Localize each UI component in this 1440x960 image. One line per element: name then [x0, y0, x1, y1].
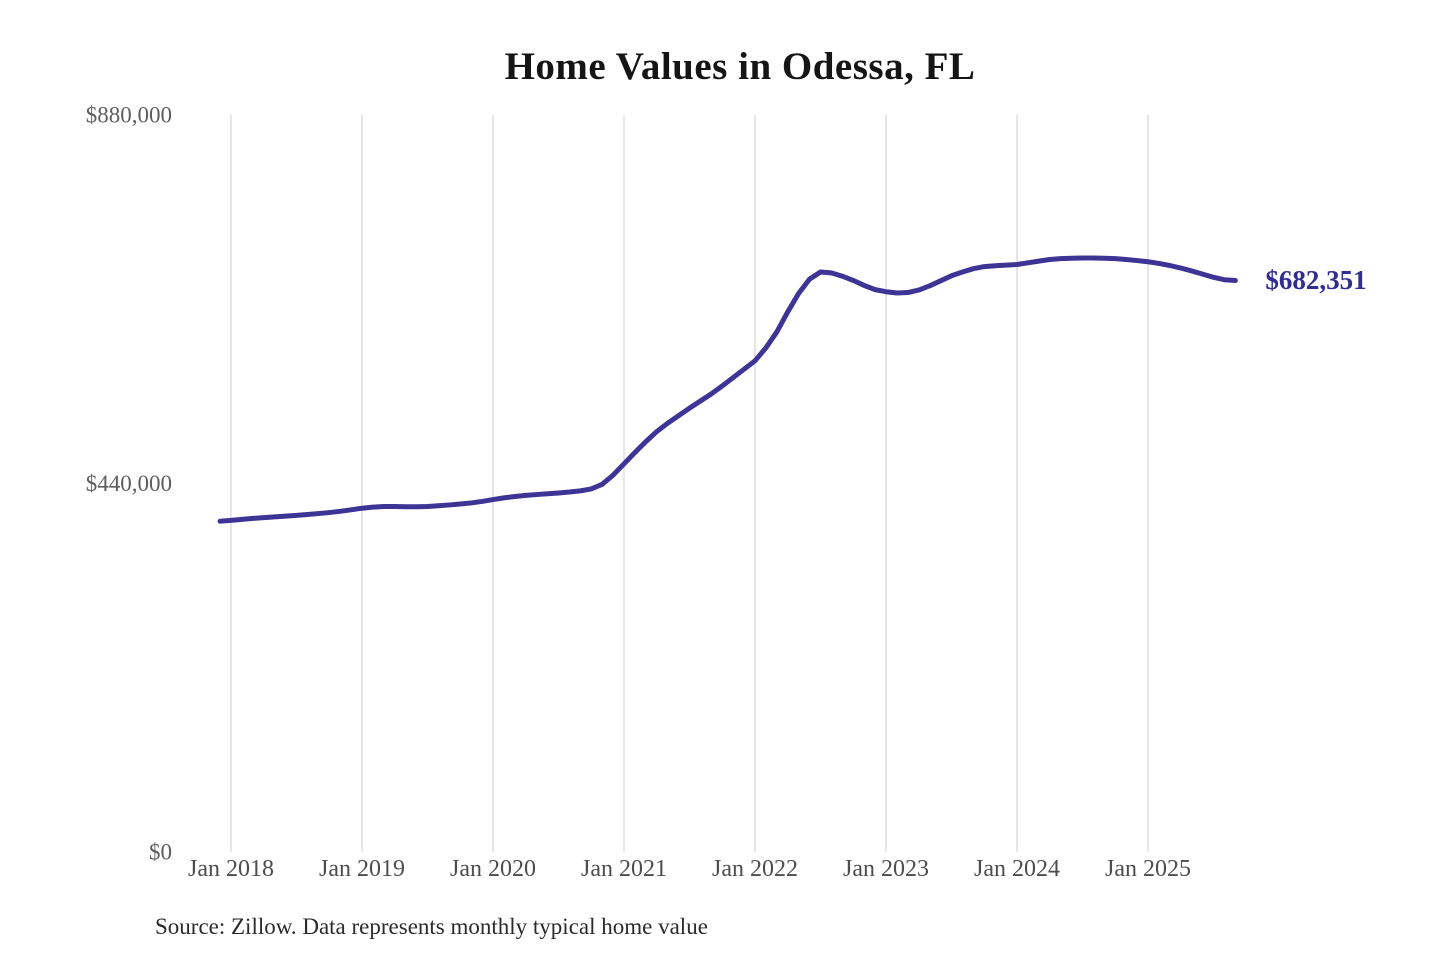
x-axis-tick-label: Jan 2018: [188, 856, 274, 882]
x-axis-tick-label: Jan 2019: [319, 856, 405, 882]
x-axis-tick-label: Jan 2024: [974, 856, 1060, 882]
y-axis-tick-label: $880,000: [86, 103, 172, 128]
chart-title: Home Values in Odessa, FL: [504, 45, 976, 88]
y-axis-tick-label: $0: [149, 840, 172, 865]
source-note: Source: Zillow. Data represents monthly …: [155, 914, 708, 939]
y-axis-tick-label: $440,000: [86, 471, 172, 496]
x-axis-tick-label: Jan 2020: [450, 856, 536, 882]
x-axis-tick-label: Jan 2025: [1105, 856, 1191, 882]
x-axis-tick-label: Jan 2022: [712, 856, 798, 882]
home-value-line: [217, 255, 1238, 524]
end-value-label: $682,351: [1265, 264, 1367, 295]
x-axis-tick-label: Jan 2021: [581, 856, 667, 882]
x-axis-tick-label: Jan 2023: [843, 856, 929, 882]
